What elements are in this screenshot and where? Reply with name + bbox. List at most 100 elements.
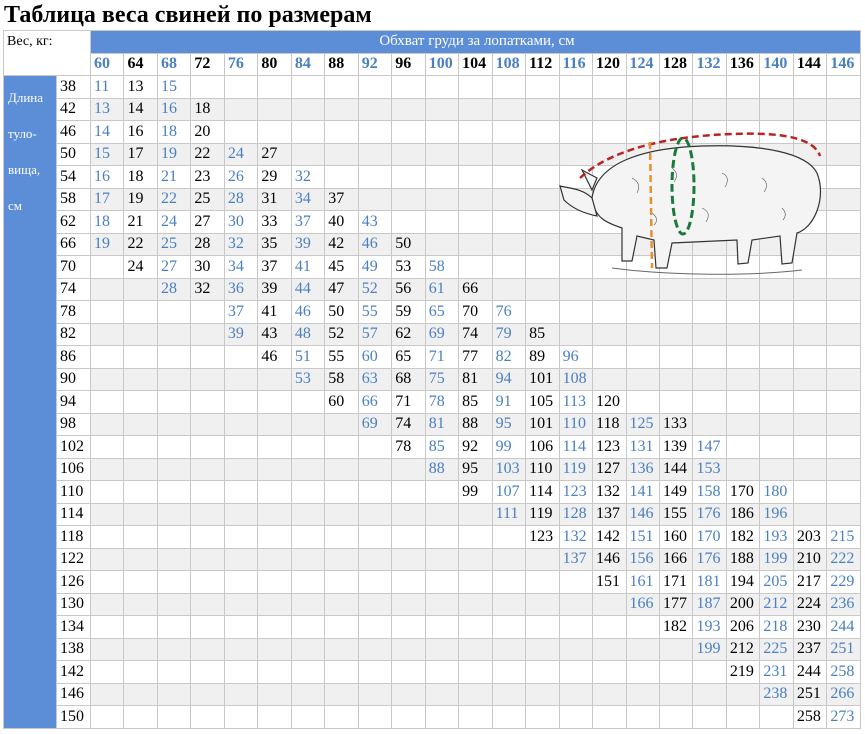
cell [391, 210, 426, 234]
cell [558, 322, 594, 346]
cell: 17 [123, 142, 158, 166]
cell: 146 [625, 502, 660, 526]
cell [558, 660, 594, 684]
cell [826, 142, 862, 166]
cell: 52 [357, 277, 393, 301]
cell [324, 637, 359, 661]
row-header: 58 [56, 187, 91, 211]
cell [257, 592, 292, 616]
row: 122 137 146 156 166 176 188 199 210 222 [4, 547, 862, 571]
cell: 40 [324, 210, 359, 234]
cell: 88 [424, 457, 460, 481]
cell [792, 97, 828, 121]
cell [759, 97, 794, 121]
cell [458, 97, 493, 121]
row-header: 142 [56, 660, 91, 684]
cell: 85 [525, 322, 560, 346]
cell [324, 682, 359, 706]
cell: 26 [223, 165, 259, 189]
cell [123, 390, 158, 414]
cell [826, 412, 862, 436]
cell [123, 322, 158, 346]
cell: 123 [558, 480, 594, 504]
column-header: 92 [357, 52, 393, 76]
cell: 161 [625, 570, 660, 594]
cell: 160 [658, 525, 694, 549]
cell [625, 97, 660, 121]
cell [792, 412, 828, 436]
cell [223, 592, 259, 616]
cell [725, 412, 761, 436]
cell: 251 [792, 682, 828, 706]
cell: 17 [89, 187, 125, 211]
cell [89, 435, 125, 459]
cell: 50 [391, 232, 426, 256]
cell: 51 [290, 345, 326, 369]
cell: 244 [792, 660, 828, 684]
cell [692, 75, 727, 99]
cell [123, 300, 158, 324]
cell [424, 547, 460, 571]
cell: 66 [458, 277, 493, 301]
cell [290, 615, 326, 639]
cell [525, 187, 560, 211]
cell [190, 345, 225, 369]
column-header: 84 [290, 52, 326, 76]
cell [725, 457, 761, 481]
cell: 151 [625, 525, 660, 549]
cell [89, 615, 125, 639]
cell [156, 390, 192, 414]
cell [592, 660, 627, 684]
cell [324, 705, 359, 729]
cell [725, 75, 761, 99]
cell [525, 277, 560, 301]
cell: 74 [458, 322, 493, 346]
cell [491, 75, 527, 99]
cell [592, 75, 627, 99]
cell [458, 705, 493, 729]
cell [558, 97, 594, 121]
cell [290, 525, 326, 549]
row-header: 46 [56, 120, 91, 144]
span-label: Обхват груди за лопатками, см [89, 30, 862, 54]
cell [89, 547, 125, 571]
cell: 103 [491, 457, 527, 481]
cell: 78 [391, 435, 426, 459]
cell: 258 [792, 705, 828, 729]
row: 150 258 273 [4, 705, 862, 729]
column-header: 146 [826, 52, 862, 76]
row: Длина туло-вища, см 38 11 13 15 [3, 75, 862, 729]
cell: 23 [190, 165, 225, 189]
cell: 133 [658, 412, 694, 436]
cell [190, 480, 225, 504]
cell [725, 277, 761, 301]
cell: 238 [759, 682, 794, 706]
cell: 21 [123, 210, 158, 234]
cell [123, 547, 158, 571]
row-header: 138 [56, 637, 91, 661]
cell: 137 [558, 547, 594, 571]
cell [592, 592, 627, 616]
row-header: 86 [56, 345, 91, 369]
cell [458, 502, 493, 526]
cell [692, 97, 727, 121]
cell [324, 592, 359, 616]
cell [658, 300, 694, 324]
cell [792, 457, 828, 481]
cell [658, 682, 694, 706]
title: Таблица веса свиней по размерам [4, 2, 372, 28]
column-header: 132 [692, 52, 727, 76]
cell [290, 457, 326, 481]
cell: 46 [257, 345, 292, 369]
cell [324, 120, 359, 144]
cell: 132 [592, 480, 627, 504]
cell [223, 570, 259, 594]
row: 118 123 132 142 151 160 170 182 193 203 215 [4, 525, 862, 549]
cell [190, 300, 225, 324]
cell: 222 [826, 547, 862, 571]
cell [491, 705, 527, 729]
cell [826, 390, 862, 414]
row: 134 182 193 206 218 230 244 [4, 615, 862, 639]
cell: 212 [725, 637, 761, 661]
cell: 131 [625, 435, 660, 459]
